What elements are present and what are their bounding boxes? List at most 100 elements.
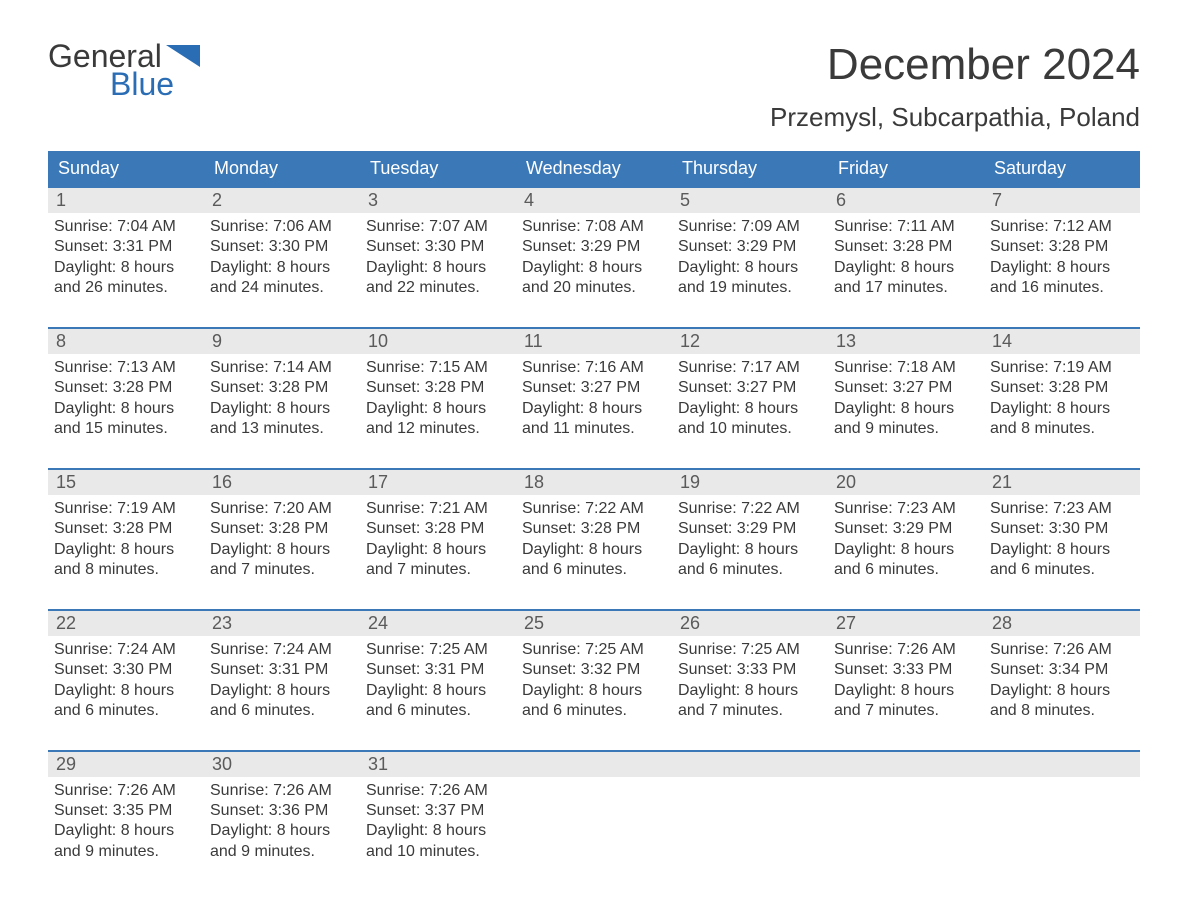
day-d1: Daylight: 8 hours (678, 399, 822, 419)
day-d2: and 7 minutes. (834, 701, 978, 721)
day-sunrise: Sunrise: 7:19 AM (54, 499, 198, 519)
dayhead-mon: Monday (204, 151, 360, 186)
day-lines: Sunrise: 7:26 AMSunset: 3:34 PMDaylight:… (984, 636, 1140, 722)
day-number: 26 (672, 611, 828, 636)
day-cell: 18Sunrise: 7:22 AMSunset: 3:28 PMDayligh… (516, 470, 672, 587)
day-number: 24 (360, 611, 516, 636)
day-cell: 23Sunrise: 7:24 AMSunset: 3:31 PMDayligh… (204, 611, 360, 728)
day-cell: 17Sunrise: 7:21 AMSunset: 3:28 PMDayligh… (360, 470, 516, 587)
day-cell: 28Sunrise: 7:26 AMSunset: 3:34 PMDayligh… (984, 611, 1140, 728)
day-cell: 14Sunrise: 7:19 AMSunset: 3:28 PMDayligh… (984, 329, 1140, 446)
day-d1: Daylight: 8 hours (210, 681, 354, 701)
day-sunrise: Sunrise: 7:26 AM (990, 640, 1134, 660)
day-sunrise: Sunrise: 7:04 AM (54, 217, 198, 237)
day-number: 9 (204, 329, 360, 354)
day-cell: . (516, 752, 672, 869)
day-number: 13 (828, 329, 984, 354)
day-d1: Daylight: 8 hours (990, 258, 1134, 278)
day-sunrise: Sunrise: 7:25 AM (522, 640, 666, 660)
day-sunrise: Sunrise: 7:08 AM (522, 217, 666, 237)
day-cell: 13Sunrise: 7:18 AMSunset: 3:27 PMDayligh… (828, 329, 984, 446)
day-sunset: Sunset: 3:31 PM (210, 660, 354, 680)
day-d1: Daylight: 8 hours (522, 540, 666, 560)
day-number: 5 (672, 188, 828, 213)
day-sunrise: Sunrise: 7:07 AM (366, 217, 510, 237)
day-sunset: Sunset: 3:32 PM (522, 660, 666, 680)
day-d1: Daylight: 8 hours (210, 258, 354, 278)
day-number: 1 (48, 188, 204, 213)
week-row: 1Sunrise: 7:04 AMSunset: 3:31 PMDaylight… (48, 186, 1140, 305)
day-d1: Daylight: 8 hours (366, 540, 510, 560)
day-d2: and 6 minutes. (678, 560, 822, 580)
day-d1: Daylight: 8 hours (366, 258, 510, 278)
day-sunset: Sunset: 3:28 PM (54, 519, 198, 539)
day-lines: Sunrise: 7:17 AMSunset: 3:27 PMDaylight:… (672, 354, 828, 440)
day-d1: Daylight: 8 hours (210, 540, 354, 560)
day-lines: Sunrise: 7:21 AMSunset: 3:28 PMDaylight:… (360, 495, 516, 581)
day-number: 19 (672, 470, 828, 495)
day-sunset: Sunset: 3:33 PM (678, 660, 822, 680)
dayhead-sat: Saturday (984, 151, 1140, 186)
day-cell: 15Sunrise: 7:19 AMSunset: 3:28 PMDayligh… (48, 470, 204, 587)
day-sunrise: Sunrise: 7:25 AM (678, 640, 822, 660)
day-lines: Sunrise: 7:07 AMSunset: 3:30 PMDaylight:… (360, 213, 516, 299)
day-lines: Sunrise: 7:04 AMSunset: 3:31 PMDaylight:… (48, 213, 204, 299)
day-sunrise: Sunrise: 7:23 AM (990, 499, 1134, 519)
day-sunrise: Sunrise: 7:14 AM (210, 358, 354, 378)
day-lines: Sunrise: 7:14 AMSunset: 3:28 PMDaylight:… (204, 354, 360, 440)
day-cell: 26Sunrise: 7:25 AMSunset: 3:33 PMDayligh… (672, 611, 828, 728)
day-number: 18 (516, 470, 672, 495)
day-number: 6 (828, 188, 984, 213)
day-sunset: Sunset: 3:35 PM (54, 801, 198, 821)
day-lines: Sunrise: 7:08 AMSunset: 3:29 PMDaylight:… (516, 213, 672, 299)
day-number: . (672, 752, 828, 777)
day-d2: and 7 minutes. (678, 701, 822, 721)
day-d1: Daylight: 8 hours (834, 399, 978, 419)
day-cell: . (984, 752, 1140, 869)
day-number: 16 (204, 470, 360, 495)
day-d1: Daylight: 8 hours (366, 821, 510, 841)
day-lines: Sunrise: 7:22 AMSunset: 3:29 PMDaylight:… (672, 495, 828, 581)
day-sunrise: Sunrise: 7:21 AM (366, 499, 510, 519)
day-lines: Sunrise: 7:25 AMSunset: 3:32 PMDaylight:… (516, 636, 672, 722)
dayhead-sun: Sunday (48, 151, 204, 186)
day-sunrise: Sunrise: 7:17 AM (678, 358, 822, 378)
day-d1: Daylight: 8 hours (54, 681, 198, 701)
day-lines: Sunrise: 7:26 AMSunset: 3:37 PMDaylight:… (360, 777, 516, 863)
title-block: December 2024 Przemysl, Subcarpathia, Po… (770, 40, 1140, 133)
day-d1: Daylight: 8 hours (522, 258, 666, 278)
day-d1: Daylight: 8 hours (210, 821, 354, 841)
day-sunrise: Sunrise: 7:09 AM (678, 217, 822, 237)
day-cell: 16Sunrise: 7:20 AMSunset: 3:28 PMDayligh… (204, 470, 360, 587)
day-d2: and 7 minutes. (366, 560, 510, 580)
day-sunrise: Sunrise: 7:26 AM (210, 781, 354, 801)
day-number: . (516, 752, 672, 777)
location-line: Przemysl, Subcarpathia, Poland (770, 102, 1140, 133)
day-sunrise: Sunrise: 7:22 AM (678, 499, 822, 519)
week-row: 15Sunrise: 7:19 AMSunset: 3:28 PMDayligh… (48, 468, 1140, 587)
day-cell: 29Sunrise: 7:26 AMSunset: 3:35 PMDayligh… (48, 752, 204, 869)
week-row: 22Sunrise: 7:24 AMSunset: 3:30 PMDayligh… (48, 609, 1140, 728)
day-sunset: Sunset: 3:33 PM (834, 660, 978, 680)
day-d2: and 19 minutes. (678, 278, 822, 298)
day-cell: 27Sunrise: 7:26 AMSunset: 3:33 PMDayligh… (828, 611, 984, 728)
day-cell: . (672, 752, 828, 869)
day-lines: Sunrise: 7:23 AMSunset: 3:30 PMDaylight:… (984, 495, 1140, 581)
day-lines: Sunrise: 7:23 AMSunset: 3:29 PMDaylight:… (828, 495, 984, 581)
day-lines: Sunrise: 7:18 AMSunset: 3:27 PMDaylight:… (828, 354, 984, 440)
day-lines: Sunrise: 7:09 AMSunset: 3:29 PMDaylight:… (672, 213, 828, 299)
day-d2: and 8 minutes. (990, 419, 1134, 439)
day-d1: Daylight: 8 hours (366, 681, 510, 701)
day-number: 25 (516, 611, 672, 636)
day-d2: and 20 minutes. (522, 278, 666, 298)
day-number: 14 (984, 329, 1140, 354)
day-sunrise: Sunrise: 7:11 AM (834, 217, 978, 237)
day-number: 20 (828, 470, 984, 495)
day-d2: and 24 minutes. (210, 278, 354, 298)
day-sunset: Sunset: 3:30 PM (366, 237, 510, 257)
day-sunrise: Sunrise: 7:26 AM (834, 640, 978, 660)
day-sunset: Sunset: 3:29 PM (678, 519, 822, 539)
month-title: December 2024 (770, 40, 1140, 90)
day-d2: and 6 minutes. (522, 560, 666, 580)
day-lines: Sunrise: 7:16 AMSunset: 3:27 PMDaylight:… (516, 354, 672, 440)
